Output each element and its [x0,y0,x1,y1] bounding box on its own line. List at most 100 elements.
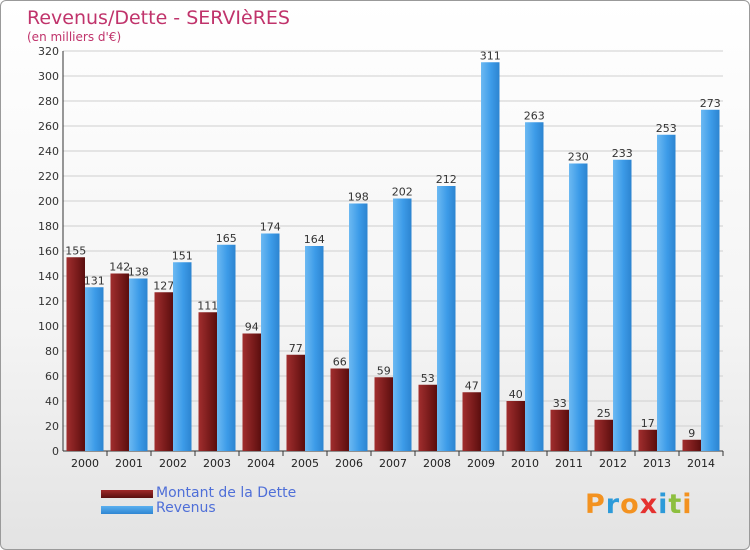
x-tick-label: 2010 [511,457,539,470]
revenue-bar [129,278,148,451]
y-tick-label: 100 [38,320,59,333]
y-tick-label: 40 [45,395,59,408]
revenue-data-label: 174 [260,221,281,234]
debt-data-label: 53 [421,372,435,385]
revenue-bar [613,159,632,451]
revenue-bar [85,287,104,451]
debt-data-label: 17 [641,417,655,430]
x-tick-label: 2004 [247,457,275,470]
y-tick-label: 260 [38,120,59,133]
x-tick-label: 2001 [115,457,143,470]
debt-data-label: 9 [688,427,695,440]
debt-bar [154,292,173,451]
revenue-bar [657,134,676,451]
debt-data-label: 66 [333,356,347,369]
y-tick-label: 120 [38,295,59,308]
debt-bar [66,257,85,451]
revenue-data-label: 151 [172,249,193,262]
debt-data-label: 33 [553,397,567,410]
legend-swatch-debt [101,490,153,498]
debt-bar [638,429,657,451]
x-tick-label: 2012 [599,457,627,470]
debt-data-label: 94 [245,321,259,334]
debt-data-label: 155 [65,244,86,257]
revenue-bar [349,203,368,451]
debt-data-label: 111 [197,299,218,312]
debt-bar [374,377,393,451]
revenue-data-label: 138 [128,266,149,279]
revenue-data-label: 230 [568,151,589,164]
debt-data-label: 59 [377,364,391,377]
legend-label-debt: Montant de la Dette [156,485,297,501]
y-tick-label: 200 [38,195,59,208]
debt-bar [198,312,217,451]
chart-title: Revenus/Dette - SERVIèRES [27,7,290,29]
debt-bar [682,439,701,451]
y-tick-label: 140 [38,270,59,283]
debt-data-label: 40 [509,388,523,401]
debt-bar [462,392,481,451]
revenue-bar [217,244,236,451]
revenue-bar [481,62,500,451]
revenue-data-label: 131 [84,274,105,287]
revenue-bar [393,198,412,451]
x-tick-label: 2005 [291,457,319,470]
revenue-data-label: 198 [348,191,369,204]
revenue-data-label: 233 [612,147,633,160]
debt-data-label: 142 [109,261,130,274]
y-tick-label: 220 [38,170,59,183]
debt-bar [506,401,525,451]
proxiti-logo: Proxiti [585,489,693,520]
x-tick-label: 2011 [555,457,583,470]
x-tick-label: 2014 [687,457,715,470]
revenue-bar [525,122,544,451]
debt-bar [330,368,349,451]
revenue-data-label: 202 [392,186,413,199]
legend-label-revenue: Revenus [156,500,216,516]
debt-data-label: 127 [153,279,174,292]
debt-bar [418,384,437,451]
debt-bar [242,333,261,451]
y-tick-label: 80 [45,345,59,358]
legend-swatch-revenue [101,506,153,514]
revenue-bar [305,246,324,451]
revenue-data-label: 273 [700,97,721,110]
debt-bar [110,273,129,451]
y-tick-label: 20 [45,420,59,433]
revenue-bar [437,186,456,451]
revenue-data-label: 212 [436,173,457,186]
y-tick-label: 300 [38,70,59,83]
revenue-bar [569,163,588,451]
debt-data-label: 47 [465,379,479,392]
y-tick-label: 160 [38,245,59,258]
revenue-data-label: 311 [480,49,501,62]
revenue-bar [261,233,280,451]
revenue-bar [701,109,720,451]
x-tick-label: 2013 [643,457,671,470]
revenue-data-label: 253 [656,122,677,135]
debt-data-label: 25 [597,407,611,420]
revenue-data-label: 164 [304,233,325,246]
debt-bar [286,354,305,451]
revenue-data-label: 165 [216,232,237,245]
y-tick-label: 320 [38,45,59,58]
revenue-bar [173,262,192,451]
x-tick-label: 2006 [335,457,363,470]
x-tick-label: 2003 [203,457,231,470]
y-tick-label: 0 [52,445,59,458]
revenue-data-label: 263 [524,109,545,122]
x-tick-label: 2009 [467,457,495,470]
chart-subtitle: (en milliers d'€) [27,30,122,44]
debt-bar [550,409,569,451]
y-tick-label: 280 [38,95,59,108]
x-tick-label: 2002 [159,457,187,470]
x-tick-label: 2000 [71,457,99,470]
debt-data-label: 77 [289,342,303,355]
x-tick-label: 2008 [423,457,451,470]
y-tick-label: 180 [38,220,59,233]
debt-bar [594,419,613,451]
y-tick-label: 240 [38,145,59,158]
y-tick-label: 60 [45,370,59,383]
